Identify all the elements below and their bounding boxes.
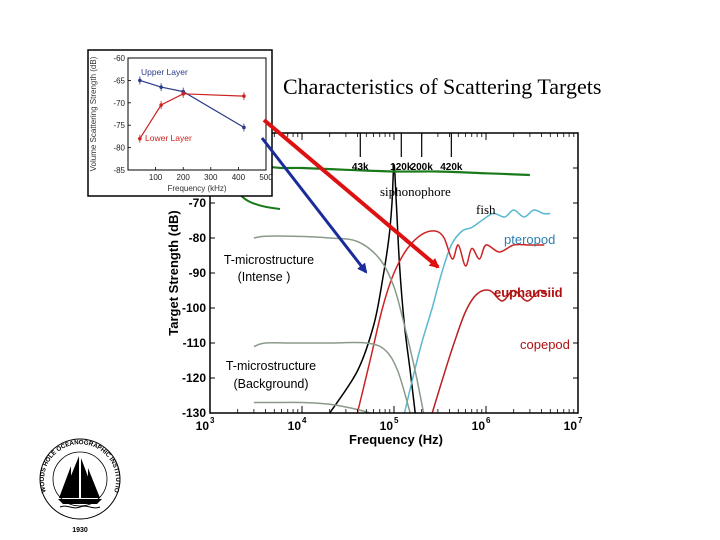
inset-x-tick-label: 200 [177,173,191,182]
y-tick-label: -120 [182,371,206,385]
microstructure-intense-label-line1: T-microstructure [224,253,314,267]
y-tick-label: -80 [189,231,207,245]
inset-x-tick-label: 300 [204,173,218,182]
x-tick-exponent: 7 [578,416,583,425]
series-euphausiid [356,230,545,414]
euphausiid-label: euphausiid [494,285,563,300]
x-tick-label: 10 [288,419,302,433]
frequency-marker-label: 200k [411,162,434,173]
inset-y-tick-label: -70 [113,99,125,108]
inset-legend-upper: Upper Layer [141,67,188,77]
inset-data-point [242,125,246,130]
inset-x-tick-label: 400 [232,173,246,182]
inset-series-upper [139,79,245,128]
copepod-label: copepod [520,337,570,352]
inset-series-group [138,76,246,143]
frequency-marker-label: 43k [352,162,369,173]
frequency-marker-label: 420k [440,162,463,173]
microstructure-background-label-line1: T-microstructure [226,359,316,373]
y-tick-label: -100 [182,301,206,315]
inset-y-tick-label: -75 [113,121,125,130]
inset-y-tick-label: -80 [113,144,125,153]
inset-y-tick-label: -65 [113,76,125,85]
x-tick-label: 10 [472,419,486,433]
x-axis-label: Frequency (Hz) [349,432,443,447]
inset-axis-ticks: -60 -65 -70 -75 -80 -85 100 200 300 400 500 [113,54,273,182]
annotation-arrows [260,118,440,274]
inset-data-point [138,78,142,83]
series-pteropod [403,209,551,414]
x-tick-label: 10 [196,419,210,433]
inset-data-point [159,103,163,107]
blue-arrow [260,137,368,274]
x-tick-exponent: 6 [486,416,491,425]
x-tick-exponent: 4 [302,416,307,425]
logo-year: 1930 [72,527,88,534]
inset-chart: -60 -65 -70 -75 -80 -85 100 200 300 400 500 Volume… [87,49,273,197]
microstructure-intense-label-line2: (Intense ) [238,270,291,284]
x-tick-label: 10 [564,419,578,433]
target-strength-chart: -60-70-80-90-100-110-120-130103104105106… [166,132,583,447]
inset-data-point [181,92,185,96]
x-tick-exponent: 5 [394,416,399,425]
x-tick-label: 10 [380,419,394,433]
series-microstructure-background [253,341,411,414]
microstructure-background-label-line2: (Background) [233,377,308,391]
axis-ticks: -60-70-80-90-100-110-120-130103104105106… [182,133,583,433]
y-axis-label: Target Strength (dB) [166,210,181,335]
frequency-marker-label: 120k [390,162,413,173]
inset-data-point [159,85,163,89]
red-arrow [262,118,440,269]
siphonophore-label: siphonophore [380,184,451,199]
inset-legend-lower: Lower Layer [145,133,192,143]
inset-data-point [242,94,246,98]
ship-icon [58,456,102,509]
pteropod-label: pteropod [504,232,555,247]
inset-x-tick-label: 100 [149,173,163,182]
y-tick-label: -110 [183,336,207,350]
series-siphonophore [329,163,416,414]
fish-label: fish [476,202,496,217]
inset-x-tick-label: 500 [259,173,273,182]
inset-y-axis-label: Volume Scattering Strength (dB) [89,56,98,171]
inset-y-tick-label: -85 [113,166,125,175]
y-tick-label: -130 [182,406,206,420]
series-microstructure-intense [253,235,425,414]
inset-series-lower [139,93,244,139]
series-microstructure-low [253,401,371,414]
inset-plot-frame [127,57,267,171]
y-tick-label: -70 [189,196,207,210]
logo-inner-ring [52,451,108,507]
y-tick-label: -90 [189,266,207,280]
inset-data-point [138,136,142,141]
inset-y-tick-label: -60 [113,54,125,63]
x-tick-exponent: 3 [210,416,215,425]
series-copepod [431,289,548,414]
inset-x-axis-label: Frequency (kHz) [167,184,226,193]
logo-ring [39,438,121,520]
slide-title: Characteristics of Scattering Targets [283,74,602,99]
